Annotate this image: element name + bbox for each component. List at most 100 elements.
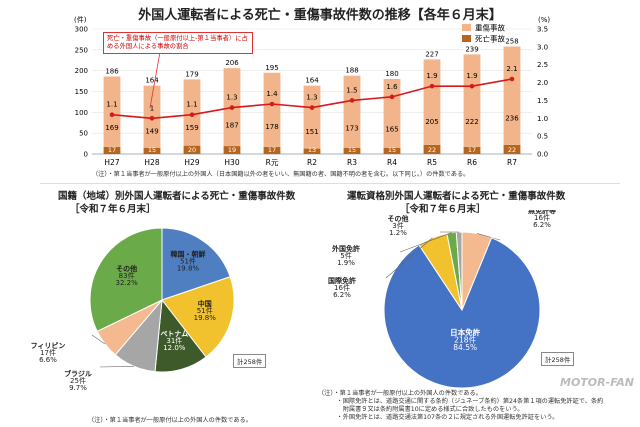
- callout-pointer: [149, 51, 161, 109]
- ratio-point: [109, 112, 115, 118]
- bar-fatal: [263, 146, 281, 154]
- slice-name-label: 韓国・朝鮮: [170, 250, 205, 259]
- serious-value-label: 169: [105, 124, 118, 132]
- x-tick-label: H28: [144, 158, 159, 167]
- leader-line: [477, 233, 501, 241]
- ratio-value-label: 1.5: [346, 86, 357, 94]
- total-value-label: 164: [305, 77, 319, 85]
- serious-value-label: 205: [425, 118, 438, 126]
- serious-value-label: 222: [465, 118, 478, 126]
- leader-line: [385, 237, 433, 279]
- fatal-value-label: 22: [428, 146, 436, 154]
- slice-name-label: 外国免許: [332, 244, 360, 253]
- y2-tick-label: 3.5: [537, 26, 548, 34]
- leader-line: [399, 232, 452, 253]
- fatal-value-label: 13: [308, 146, 316, 154]
- y-tick-label: 50: [79, 130, 88, 138]
- y2-tick-label: 0.5: [537, 133, 548, 141]
- fatal-value-label: 20: [188, 146, 196, 154]
- y-tick-label: 100: [75, 109, 88, 117]
- x-tick-label: R5: [427, 158, 437, 167]
- y2-tick-label: 2.5: [537, 61, 548, 69]
- bar-fatal: [223, 146, 241, 154]
- y-axis-unit: (件): [74, 15, 87, 24]
- nationality-total: 計258件: [233, 354, 267, 368]
- slice-pct-label: 1.2%: [389, 229, 407, 237]
- slice-pct-label: 19.8%: [177, 265, 200, 273]
- fatal-value-label: 17: [108, 146, 116, 154]
- total-value-label: 179: [185, 70, 198, 78]
- x-tick-label: R元: [266, 158, 279, 167]
- ratio-point: [309, 105, 315, 110]
- fatal-value-label: 17: [268, 146, 276, 154]
- y-tick-label: 150: [75, 88, 88, 96]
- ratio-value-label: 1.3: [306, 94, 317, 102]
- slice-count-label: 5件: [340, 251, 351, 260]
- watermark-text: MOTOR-FAN: [560, 376, 635, 389]
- slice-count-label: 25件: [70, 376, 86, 385]
- section-divider: [40, 183, 620, 184]
- y2-tick-label: 1.5: [537, 97, 548, 105]
- serious-value-label: 151: [305, 128, 318, 136]
- slice-name-label: ベトナム: [160, 330, 188, 338]
- license-pie-chart: 無免許等16件6.2%日本免許218件84.5%国際免許16件6.2%外国免許5…: [328, 210, 556, 389]
- slice-count-label: 17件: [40, 348, 56, 357]
- nationality-note: （注）・第１当事者が一般原付以上の外国人の件数である。: [88, 417, 252, 424]
- fatal-value-label: 15: [148, 146, 156, 154]
- y-tick-label: 250: [75, 46, 88, 54]
- license-total: 計258件: [541, 352, 575, 366]
- total-value-label: 227: [425, 50, 438, 58]
- license-chart-title: 運転資格別外国人運転者による死亡・重傷事故件数: [347, 191, 566, 202]
- y2-tick-label: 3.0: [537, 43, 548, 51]
- license-note-line: （注）・第１当事者が一般原付以上の外国人の件数である。: [318, 390, 482, 397]
- total-value-label: 195: [265, 64, 278, 72]
- bar-serious: [503, 46, 521, 145]
- slice-pct-label: 9.7%: [69, 384, 87, 392]
- slice-name-label: 国際免許: [328, 276, 356, 285]
- ratio-value-label: 1.6: [386, 83, 398, 91]
- slice-name-label: 中国: [198, 299, 212, 308]
- ratio-value-label: 1.9: [466, 72, 477, 80]
- pie-slice: [383, 237, 541, 389]
- legend-label-fatal: 死亡事故: [475, 34, 505, 44]
- bar-serious: [343, 75, 361, 148]
- slice-name-label: フィリピン: [31, 341, 66, 350]
- license-note-line: ・国際免許とは、道路交通に関する条約（ジュネーブ条約）第24条第１項の運転免許証…: [318, 398, 604, 405]
- ratio-point: [229, 105, 235, 110]
- slice-count-label: 3件: [392, 221, 403, 230]
- total-value-label: 188: [345, 67, 358, 75]
- total-value-label: 180: [385, 70, 398, 78]
- bar-fatal: [303, 148, 321, 154]
- ratio-value-label: 1: [150, 104, 154, 112]
- x-tick-label: R2: [307, 158, 317, 167]
- nationality-pie-chart: 韓国・朝鮮51件19.8%中国51件19.8%ベトナム31件12.0%ブラジル2…: [31, 227, 235, 392]
- leader-line: [91, 334, 106, 345]
- ratio-value-label: 1.1: [106, 101, 117, 109]
- license-note: （注）・第１当事者が一般原付以上の外国人の件数である。 ・国際免許とは、道路交通…: [318, 390, 640, 422]
- ratio-point: [389, 94, 395, 100]
- slice-count-label: 218件: [454, 335, 476, 345]
- x-tick-label: H30: [224, 158, 239, 167]
- total-value-label: 239: [465, 45, 478, 53]
- y-tick-label: 300: [75, 26, 88, 34]
- slice-name-label: 無免許等: [528, 210, 556, 215]
- bar-serious: [463, 54, 481, 147]
- license-note-line: ・外国免許とは、道路交通法第107条の２に規定される外国運転免許証をいう。: [318, 414, 559, 421]
- bar-line-chart: (件) (%) 0 50 100 150 200 250 300 0.0 0.5 1.0 1.5 2.0 2…: [74, 15, 550, 167]
- serious-value-label: 165: [385, 126, 398, 134]
- slice-name-label: その他: [116, 264, 137, 273]
- y2-tick-label: 2.0: [537, 79, 548, 87]
- pie-slice: [161, 227, 231, 301]
- serious-value-label: 187: [225, 121, 238, 129]
- license-chart-subtitle: ［令和７年６月末］: [400, 204, 486, 215]
- slice-count-label: 16件: [534, 213, 550, 222]
- serious-value-label: 173: [345, 125, 358, 133]
- pie-slice: [89, 227, 163, 333]
- ratio-value-label: 2.1: [506, 65, 517, 73]
- x-tick-label: R4: [387, 158, 397, 167]
- total-value-label: 186: [105, 68, 119, 76]
- serious-value-label: 149: [145, 127, 158, 135]
- slice-pct-label: 84.5%: [453, 343, 477, 352]
- slice-pct-label: 12.0%: [163, 344, 186, 352]
- pie-slice: [161, 276, 235, 358]
